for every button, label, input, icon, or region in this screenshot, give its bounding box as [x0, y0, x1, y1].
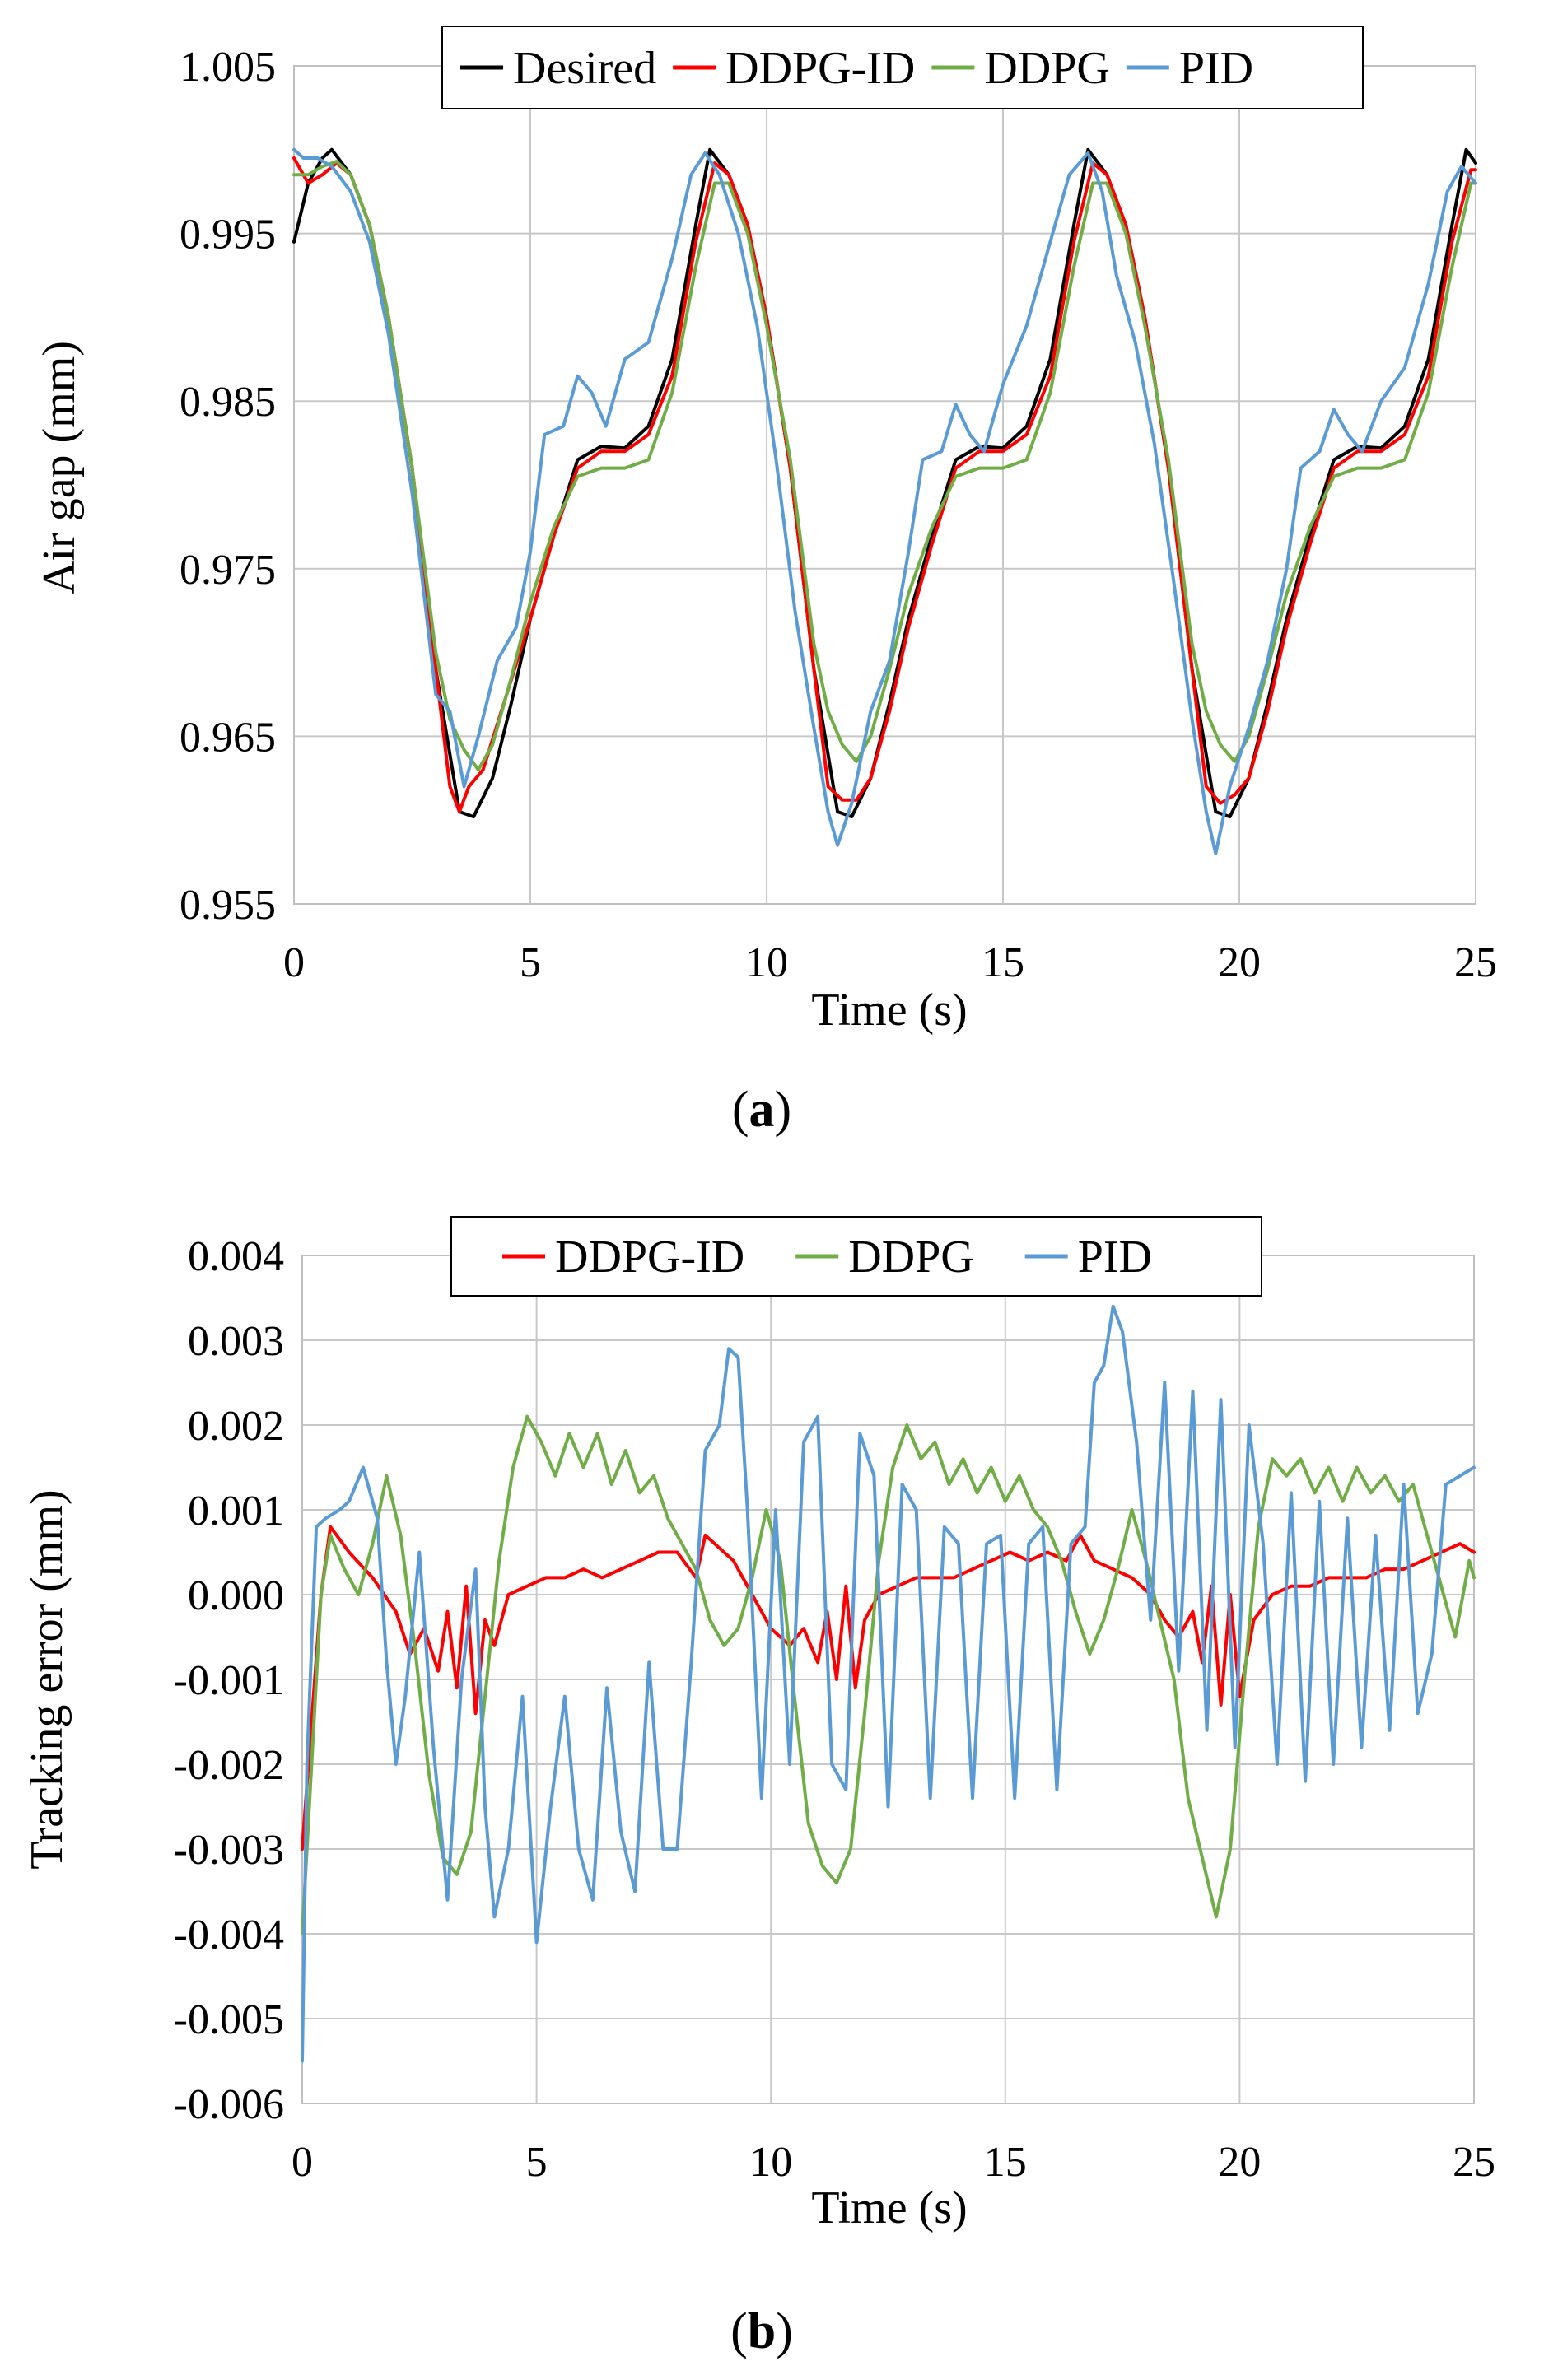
x-tick-label: 5 [526, 2139, 548, 2186]
panel-a-series-layer [292, 147, 1477, 855]
series-line-ddpg [301, 1414, 1476, 1935]
y-tick-label: -0.004 [174, 1912, 284, 1958]
y-tick-label: 1.005 [180, 44, 276, 91]
x-tick-label: 0 [292, 2139, 313, 2186]
legend-label: DDPG-ID [725, 43, 915, 94]
panel-a-y-ticks: 0.955 0.965 0.975 0.985 0.995 1.005 [180, 44, 276, 929]
y-tick-label: -0.002 [174, 1742, 284, 1789]
series-line-pid [292, 147, 1477, 855]
panel-a-x-axis-label: Time (s) [811, 985, 967, 1036]
y-tick-label: -0.006 [174, 2081, 284, 2128]
y-tick-label: 0.985 [180, 379, 276, 426]
panel-b-x-ticks: 0 5 10 15 20 25 [292, 2139, 1495, 2186]
x-tick-label: 15 [982, 939, 1024, 986]
legend-label: PID [1078, 1232, 1152, 1283]
y-tick-label: 0.965 [180, 714, 276, 761]
y-tick-label: 0.000 [188, 1572, 284, 1619]
legend-label: Desired [513, 43, 656, 94]
y-tick-label: 0.975 [180, 547, 276, 594]
panel-b-y-axis-label: Tracking error (mm) [21, 1489, 72, 1869]
panel-a-x-ticks: 0 5 10 15 20 25 [283, 939, 1497, 986]
y-tick-label: 0.001 [188, 1488, 284, 1535]
y-tick-label: -0.001 [174, 1657, 284, 1704]
y-tick-label: 0.995 [180, 212, 276, 258]
y-tick-label: 0.002 [188, 1403, 284, 1450]
legend-box [441, 26, 1364, 109]
legend-box [450, 1216, 1262, 1297]
panel-b-series-layer [301, 1304, 1476, 2063]
y-tick-label: -0.005 [174, 1996, 284, 2043]
x-tick-label: 25 [1454, 939, 1497, 986]
x-tick-label: 20 [1218, 939, 1261, 986]
panel-a-grid [293, 65, 1476, 905]
x-tick-label: 0 [283, 939, 305, 986]
x-tick-label: 10 [749, 2139, 792, 2186]
y-tick-label: -0.003 [174, 1827, 284, 1874]
x-tick-label: 20 [1218, 2139, 1261, 2186]
legend-label: DDPG-ID [555, 1232, 744, 1283]
y-tick-label: 0.004 [188, 1233, 284, 1280]
panel-b-label: (b) [730, 2303, 793, 2359]
legend-label: DDPG [984, 43, 1109, 94]
panel-a-y-axis-label: Air gap (mm) [34, 341, 85, 594]
x-tick-label: 10 [745, 939, 788, 986]
legend-label: DDPG [848, 1232, 973, 1283]
panel-b-label-letter: b [748, 2303, 776, 2359]
panel-b-legend: DDPG-ID DDPG PID [450, 1216, 1262, 1297]
panel-a-label: (a) [732, 1082, 791, 1138]
y-tick-label: 0.003 [188, 1318, 284, 1365]
panel-b-x-axis-label: Time (s) [811, 2182, 967, 2233]
legend-label: PID [1179, 43, 1253, 94]
y-tick-label: 0.955 [180, 882, 276, 929]
panel-b: -0.006 -0.005 -0.004 -0.003 -0.002 -0.001 0.00… [21, 1216, 1495, 2359]
series-line-pid [301, 1304, 1476, 2063]
x-tick-label: 5 [520, 939, 541, 986]
panel-a-label-letter: a [749, 1082, 775, 1138]
panel-a: 0.955 0.965 0.975 0.985 0.995 1.005 0 5 10 15 20 2… [34, 26, 1497, 1138]
x-tick-label: 25 [1453, 2139, 1495, 2186]
panel-a-legend: Desired DDPG-ID DDPG PID [441, 26, 1364, 109]
panel-b-y-ticks: -0.006 -0.005 -0.004 -0.003 -0.002 -0.001 0.00… [174, 1233, 284, 2128]
x-tick-label: 15 [984, 2139, 1027, 2186]
series-line-ddpg-id [292, 156, 1477, 813]
